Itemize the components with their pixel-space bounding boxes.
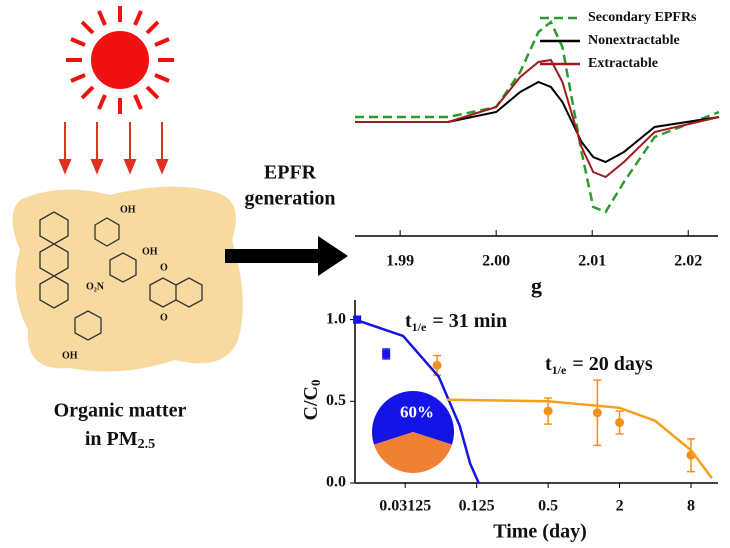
x-tick-label: 8 <box>687 498 695 515</box>
pm-sub: 2.5 <box>138 437 156 452</box>
legend-label: Nonextractable <box>588 33 680 48</box>
x-tick-label: 2.01 <box>578 253 606 270</box>
x-tick-label: 2.00 <box>482 253 510 270</box>
pm-label: in PM <box>85 428 138 450</box>
matter-label: in PM2.5 <box>85 428 155 453</box>
process-label: EPFR <box>264 162 317 184</box>
x-tick-label: 1.99 <box>386 253 414 270</box>
molecule-label: O <box>160 262 168 273</box>
fit-line <box>354 318 480 484</box>
molecule-label: O₂N <box>86 281 105 292</box>
data-point <box>543 406 553 416</box>
light-arrows <box>58 122 169 175</box>
molecule-label: OH <box>62 350 78 361</box>
y-tick-label: 0.5 <box>326 392 346 409</box>
x-tick-label: 0.5 <box>538 498 558 515</box>
y-label-sub: 0 <box>308 380 323 387</box>
legend-label: Extractable <box>588 56 658 71</box>
pie-slice <box>372 390 454 445</box>
data-point <box>382 349 391 358</box>
molecule-label: O <box>160 312 168 323</box>
data-point <box>432 360 442 370</box>
x-axis-label: g <box>531 273 542 298</box>
molecule-label: OH <box>120 204 136 215</box>
sun <box>66 6 174 114</box>
x-tick-label: 0.03125 <box>379 498 431 515</box>
data-point <box>615 418 625 428</box>
x-tick-label: 2 <box>616 498 624 515</box>
annotation-t: t <box>405 310 412 332</box>
legend-label: Secondary EPFRs <box>588 10 697 25</box>
annotation-text: = 20 days <box>572 353 653 375</box>
annotation-t: t <box>545 353 552 375</box>
pie-slice <box>374 432 452 473</box>
y-axis-label: C/C0 <box>300 380 323 421</box>
x-tick-label: 0.125 <box>459 498 495 515</box>
process-arrow <box>225 236 348 276</box>
y-label-main: C/C <box>300 386 322 420</box>
spectrum-line <box>355 58 720 179</box>
annotation-sub: 1/e <box>552 363 567 377</box>
y-tick-label: 1.0 <box>326 310 346 327</box>
spectrum-line <box>355 80 720 164</box>
pie-label: 60% <box>400 402 434 421</box>
y-tick-label: 0.0 <box>326 474 346 491</box>
fit-line <box>446 398 713 479</box>
data-point <box>592 408 602 418</box>
molecules <box>39 211 203 341</box>
annotation-text: = 31 min <box>432 310 507 332</box>
matter-label: Organic matter <box>54 400 187 422</box>
spectrum-line <box>355 20 720 214</box>
annotation-sub: 1/e <box>412 320 427 334</box>
molecule-label: OH <box>142 246 158 257</box>
annotation: t1/e = 31 min <box>405 310 507 334</box>
process-label: generation <box>244 188 335 210</box>
x-axis-label: Time (day) <box>493 521 587 543</box>
annotation: t1/e = 20 days <box>545 353 653 377</box>
x-tick-label: 2.02 <box>674 253 702 270</box>
